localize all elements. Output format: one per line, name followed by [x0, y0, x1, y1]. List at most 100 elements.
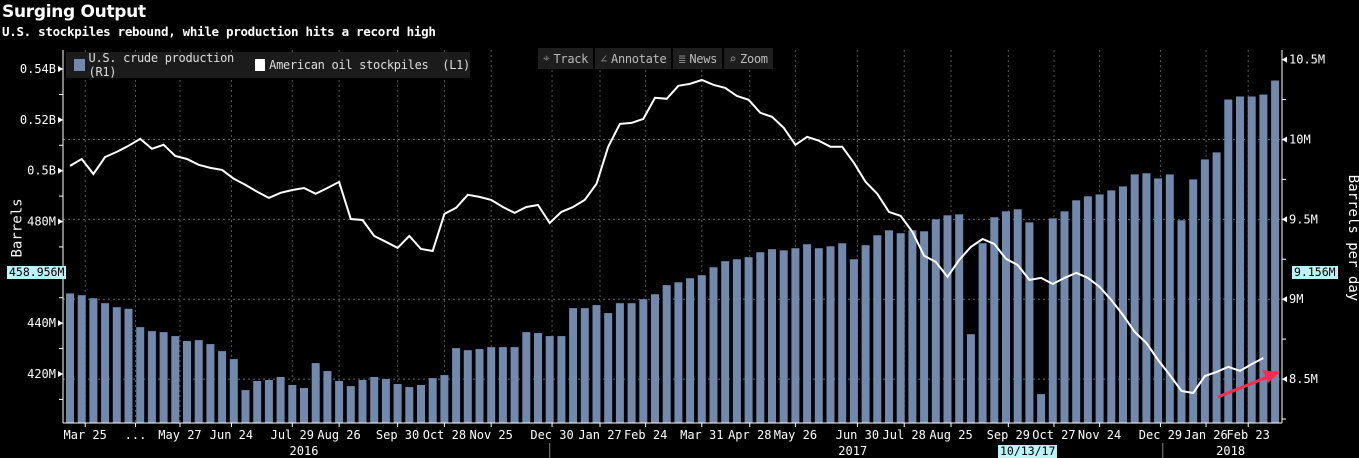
x-tick-label: Oct 28: [423, 428, 466, 442]
production-bar: [1177, 220, 1186, 423]
production-bar: [159, 332, 168, 423]
production-bar: [1247, 96, 1256, 423]
production-bar: [206, 344, 215, 423]
production-bar: [569, 308, 578, 423]
production-bar: [627, 303, 636, 423]
news-label: News: [689, 51, 718, 66]
x-tick-label: Dec 29: [1139, 428, 1182, 442]
x-tick-label: Jul 29: [271, 428, 314, 442]
production-bar: [978, 243, 987, 423]
production-bar: [615, 303, 624, 423]
track-label: Track: [553, 51, 589, 66]
right-tick-label: 8.5M: [1289, 372, 1318, 386]
production-bar: [1048, 218, 1057, 423]
production-bar: [1072, 200, 1081, 423]
crosshair-icon: ⌖: [543, 51, 550, 65]
zoom-button[interactable]: ⌕ Zoom: [724, 48, 773, 69]
right-axis-title: Barrels per day: [1345, 174, 1359, 302]
production-bar: [990, 217, 999, 423]
production-bar: [253, 380, 262, 423]
production-bar: [744, 257, 753, 423]
legend-swatch-production: [74, 59, 85, 71]
annotate-label: Annotate: [611, 51, 667, 66]
left-tick-label: 480M: [27, 215, 56, 229]
production-bar: [955, 214, 964, 423]
track-button[interactable]: ⌖ Track: [538, 48, 594, 69]
production-bar: [1271, 80, 1280, 423]
production-bar: [66, 293, 74, 423]
x-tick-label: Jun 24: [210, 428, 253, 442]
left-tick-label: 0.52B: [20, 113, 56, 127]
x-tick-label: ...: [125, 428, 147, 442]
production-bar: [311, 363, 320, 423]
production-bar: [77, 295, 86, 423]
news-button[interactable]: ≣ News: [673, 48, 723, 69]
production-bar: [534, 333, 542, 423]
production-bar: [417, 384, 425, 423]
production-bar: [183, 341, 191, 423]
production-bar: [1025, 222, 1034, 423]
production-bar: [522, 332, 531, 423]
production-bar: [896, 233, 905, 423]
production-bar: [346, 386, 355, 423]
chart-subtitle: U.S. stockpiles rebound, while productio…: [2, 24, 436, 39]
production-bar: [370, 376, 379, 423]
production-bars: [66, 80, 1280, 424]
production-bar: [428, 378, 437, 423]
production-bar: [1119, 186, 1127, 423]
production-bar: [171, 336, 180, 423]
production-bar: [1212, 152, 1221, 423]
production-bar: [510, 347, 519, 423]
trend-arrow-icon: [1217, 370, 1280, 399]
right-tick-label: 9M: [1289, 292, 1303, 306]
production-bar: [849, 259, 858, 423]
x-tick-label: Nov 24: [1078, 428, 1121, 442]
annotate-button[interactable]: ∠ Annotate: [595, 48, 672, 69]
production-bar: [124, 308, 133, 423]
x-tick-label: Feb 24: [624, 428, 667, 442]
production-bar: [276, 376, 285, 423]
production-bar: [1060, 211, 1069, 423]
chart-toolbar: ⌖ Track ∠ Annotate ≣ News ⌕ Zoom: [538, 48, 773, 69]
production-bar: [1154, 178, 1163, 423]
left-tick-label: 440M: [27, 316, 56, 330]
x-tick-label: Jan 27: [578, 428, 621, 442]
production-bar: [487, 347, 496, 423]
crosshair-date-tag: 10/13/17: [998, 444, 1058, 458]
production-bar: [1037, 394, 1046, 423]
production-bar: [498, 347, 507, 423]
production-bar: [686, 278, 695, 423]
zoom-label: Zoom: [740, 51, 768, 66]
production-bar: [803, 244, 812, 423]
production-bar: [1083, 196, 1092, 423]
x-tick-label: Nov 25: [470, 428, 513, 442]
production-bar: [1013, 209, 1022, 423]
production-bar: [826, 246, 835, 423]
left-axis-title: Barrels: [9, 198, 26, 258]
production-bar: [732, 259, 741, 423]
x-tick-label: May 27: [158, 428, 201, 442]
year-label: 2018: [1216, 444, 1245, 458]
production-bar: [1142, 173, 1151, 423]
production-bar: [218, 351, 227, 423]
production-bar: [300, 388, 308, 423]
production-bar: [873, 235, 882, 423]
production-bar: [475, 349, 484, 423]
year-label: 2017: [838, 444, 867, 458]
production-bar: [147, 331, 156, 423]
production-bar: [943, 215, 952, 423]
axes: 0.54B 0.52B 0.5B 480M 440M 420M 10.5M 10M 9.5M 9M…: [20, 50, 1325, 424]
pencil-icon: ∠: [600, 51, 608, 66]
production-bar: [405, 387, 414, 423]
production-bar: [194, 340, 203, 423]
production-bar: [1200, 159, 1209, 423]
production-bar: [440, 375, 449, 423]
production-bar: [241, 390, 250, 423]
year-label: 2016: [290, 444, 319, 458]
production-bar: [721, 261, 730, 423]
production-bar: [463, 350, 472, 423]
production-bar: [1130, 174, 1139, 423]
production-bar: [393, 384, 402, 423]
left-value-tag: 458.956M: [7, 265, 67, 279]
